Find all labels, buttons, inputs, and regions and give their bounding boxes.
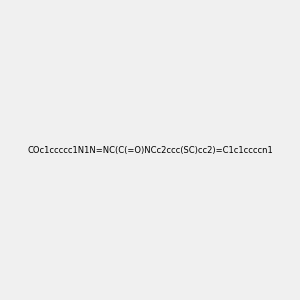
Text: COc1ccccc1N1N=NC(C(=O)NCc2ccc(SC)cc2)=C1c1ccccn1: COc1ccccc1N1N=NC(C(=O)NCc2ccc(SC)cc2)=C1…	[27, 146, 273, 154]
